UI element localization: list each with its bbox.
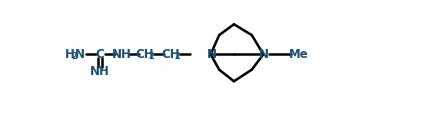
Text: N: N bbox=[259, 48, 269, 61]
Text: C: C bbox=[95, 48, 104, 61]
Text: Me: Me bbox=[289, 48, 309, 61]
Text: H: H bbox=[65, 48, 74, 61]
Text: CH: CH bbox=[136, 48, 154, 61]
Text: N: N bbox=[207, 48, 216, 61]
Text: 2: 2 bbox=[149, 52, 155, 61]
Text: NH: NH bbox=[90, 65, 110, 78]
Text: CH: CH bbox=[161, 48, 180, 61]
Text: 2: 2 bbox=[71, 52, 77, 61]
Text: NH: NH bbox=[112, 48, 132, 61]
Text: N: N bbox=[75, 48, 85, 61]
Text: 2: 2 bbox=[174, 52, 180, 61]
